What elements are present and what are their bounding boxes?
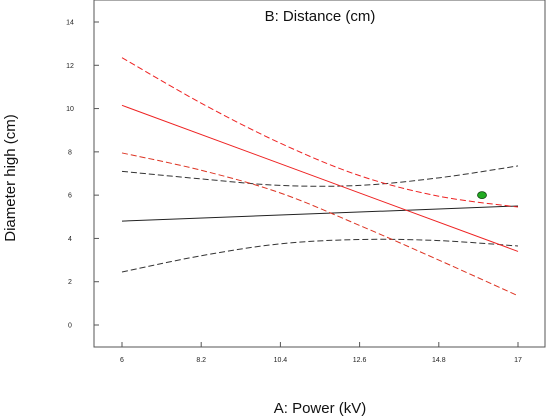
x-tick-label: 8.2 <box>196 357 206 364</box>
y-tick-label: 2 <box>68 279 72 286</box>
x-axis-title: A: Power (kV) <box>274 400 367 417</box>
series-line-black-fit <box>121 205 519 222</box>
series-line-red-upper <box>121 57 519 208</box>
y-axis-title: Diameter high (cm) <box>2 114 19 242</box>
x-tick-label: 12.6 <box>353 357 367 364</box>
series-line-red-lower <box>121 152 519 297</box>
y-tick-label: 14 <box>66 20 74 27</box>
x-tick-label: 14.8 <box>432 357 446 364</box>
x-tick-label: 10.4 <box>274 357 288 364</box>
y-axis: 0 2 4 6 8 10 12 14 <box>66 20 99 330</box>
y-tick-label: 10 <box>66 106 74 113</box>
series-line-black-upper <box>121 165 519 187</box>
x-tick-label: 6 <box>120 357 124 364</box>
y-tick-label: 6 <box>68 193 72 200</box>
y-tick-label: 0 <box>68 323 72 330</box>
chart-title: B: Distance (cm) <box>265 8 376 25</box>
points-layer <box>477 191 487 200</box>
y-tick-label: 4 <box>68 236 72 243</box>
series-layer <box>121 57 519 297</box>
series-line-black-lower <box>121 238 519 273</box>
y-tick-label: 12 <box>66 63 74 70</box>
series-line-red-fit <box>121 104 519 252</box>
design-point <box>477 191 487 200</box>
plot-frame <box>93 0 546 348</box>
y-tick-label: 8 <box>68 149 72 156</box>
x-axis: 6 8.2 10.4 12.6 14.8 17 <box>120 342 522 364</box>
x-tick-label: 17 <box>514 357 522 364</box>
